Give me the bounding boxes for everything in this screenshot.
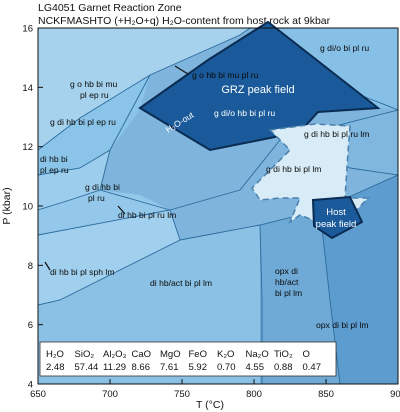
field-label: di hb bi (40, 154, 68, 164)
y-axis: 4 6 8 10 12 14 16 (22, 24, 43, 391)
field-label: di hb bi pl sph lm (50, 267, 115, 277)
field-label: g o hb bi mu (70, 79, 118, 89)
oxide-header: SiO₂ (75, 349, 95, 360)
oxide-value: 0.47 (303, 362, 322, 373)
y-tick-label: 12 (22, 142, 33, 153)
oxide-header: Al₂O₃ (103, 349, 127, 360)
field-left-middle (38, 75, 150, 175)
y-tick-label: 14 (22, 83, 33, 94)
field-label: opx di (275, 266, 298, 276)
field-label: g di/o bi pl ru (320, 43, 369, 53)
oxide-header: CaO (132, 349, 152, 360)
field-label: g di/o hb bi pl ru (214, 108, 275, 118)
oxide-header: Na₂O (246, 349, 269, 360)
field-label: di hb/act bi pl lm (150, 278, 212, 288)
diagram-title: LG4051 Garnet Reaction Zone (38, 2, 182, 14)
y-tick-label: 16 (22, 24, 33, 35)
field-label: hb/act (275, 277, 299, 287)
y-tick-label: 4 (28, 380, 33, 391)
reaction-line (38, 209, 181, 306)
field-label: g di hb bi (85, 182, 120, 192)
oxide-header: FeO (189, 349, 207, 360)
field-tick (117, 205, 126, 215)
field-opx-hb (260, 210, 340, 384)
field-upper-left (38, 28, 250, 150)
y-tick-label: 10 (22, 202, 33, 213)
y-tick-label: 6 (28, 320, 33, 331)
field-label: pl ep ru (40, 165, 69, 175)
oxide-value: 5.92 (189, 362, 208, 373)
x-tick-label: 750 (174, 389, 190, 400)
bulk-composition-box: H₂O SiO₂ Al₂O₃ CaO MgO FeO K₂O Na₂O TiO₂ O 2.48 57… (39, 341, 337, 377)
oxide-value: 11.29 (103, 362, 126, 373)
field-label: pl ep ru (80, 90, 109, 100)
field-tick (174, 65, 189, 75)
oxide-header: K₂O (217, 349, 234, 360)
y-tick-label: 8 (28, 261, 33, 272)
field-label: pl ru (88, 193, 105, 203)
reaction-line (169, 139, 281, 211)
host-peak-label: Host (326, 207, 346, 218)
divariant-ticks (44, 65, 189, 271)
oxide-value: 0.88 (274, 362, 293, 373)
oxide-value: 7.61 (160, 362, 179, 373)
field-label: bi pl lm (275, 288, 302, 298)
x-tick-label: 850 (318, 389, 334, 400)
reaction-line (179, 174, 398, 241)
field-label: g di hb bi pl ru lm (304, 129, 369, 139)
field-di-hb-bi-ru-lm (38, 190, 170, 235)
oxide-value: 2.48 (46, 362, 65, 373)
field-label: g di hb bi pl ep ru (50, 117, 116, 127)
x-axis-title: T (°C) (196, 399, 224, 411)
diagram-subtitle: NCKFMASHTO (+H₂O+q) H₂O-content from hos… (38, 15, 331, 27)
field-tick (44, 261, 51, 271)
field-label: opx di bi pl lm (316, 320, 369, 330)
x-tick-label: 900 (390, 389, 400, 400)
reaction-line (38, 74, 151, 176)
field-label: g di hb bi pl lm (266, 164, 321, 174)
oxide-value: 4.55 (246, 362, 265, 373)
field-sph-lm (38, 210, 180, 305)
x-axis: 650 700 750 800 850 900 (30, 379, 400, 400)
oxide-value: 0.70 (217, 362, 236, 373)
field-labels: g o hb bi mu pl ep ru g di hb bi pl ep r… (40, 43, 369, 330)
oxide-value: 8.66 (132, 362, 151, 373)
field-label: di hb bi pl ru lm (118, 210, 176, 220)
oxide-header: TiO₂ (274, 349, 293, 360)
field-g-di-o-bi (250, 28, 398, 110)
oxide-header: H₂O (46, 349, 64, 360)
field-di-hb-bi-ep (38, 150, 110, 210)
reaction-line (38, 149, 111, 211)
composition-background (39, 341, 337, 377)
oxide-header: O (303, 349, 310, 360)
grz-peak-field (138, 20, 381, 152)
oxide-header: MgO (160, 349, 181, 360)
host-peak-label: peak field (316, 219, 357, 230)
x-tick-label: 800 (246, 389, 262, 400)
oxide-value: 57.44 (75, 362, 99, 373)
field-label: g o hb bi mu pl ru (192, 70, 259, 80)
y-axis-title: P (kbar) (1, 187, 13, 224)
reaction-line (319, 209, 341, 384)
grz-peak-field-label: GRZ peak field (221, 84, 294, 96)
host-peak-field (311, 195, 364, 240)
x-tick-label: 650 (30, 389, 46, 400)
x-tick-label: 700 (102, 389, 118, 400)
